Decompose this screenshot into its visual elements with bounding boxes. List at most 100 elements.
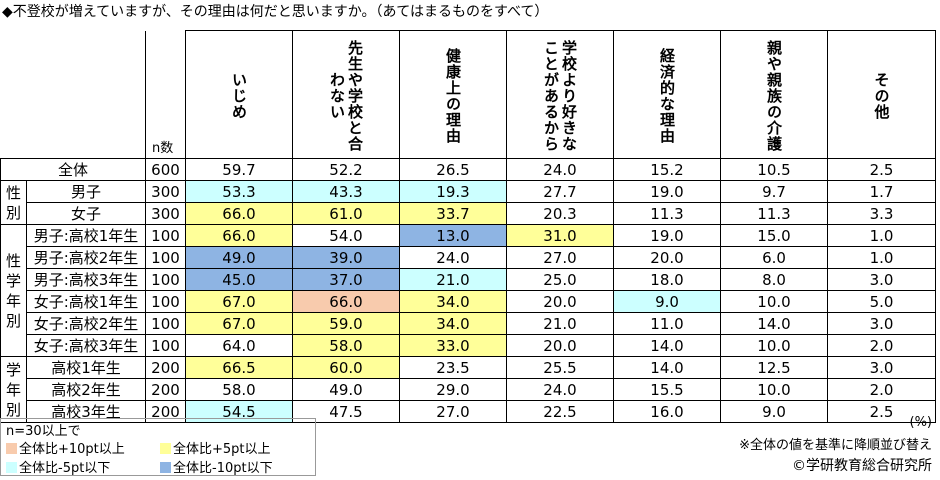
value-cell: 29.0 xyxy=(399,378,507,401)
value-cell: 49.0 xyxy=(185,246,293,269)
legend-title: n=30以上で xyxy=(6,424,81,439)
value-cell: 58.0 xyxy=(185,378,293,401)
n-value: 200 xyxy=(145,378,186,401)
value-cell: 1.0 xyxy=(827,246,936,269)
value-cell: 47.5 xyxy=(292,400,400,423)
results-table: n数 いじめ 先生や学校と合わない 健康上の理由 学校より好きなことがあるから 経済的な… xyxy=(0,30,936,423)
header-row: n数 いじめ 先生や学校と合わない 健康上の理由 学校より好きなことがあるから 経済的な… xyxy=(0,30,936,159)
value-cell: 66.5 xyxy=(185,356,293,379)
column-label: いじめ xyxy=(230,72,248,120)
legend-label-hi5: 全体比+5pt以上 xyxy=(173,442,271,457)
table-row: 性別 男子 300 53.3 43.3 19.3 27.7 19.0 9.7 1.7 xyxy=(0,180,936,225)
value-cell: 3.0 xyxy=(827,268,936,291)
column-header-6: 親や親族の介護 xyxy=(720,30,828,159)
value-cell: 12.5 xyxy=(720,356,828,379)
value-cell: 2.5 xyxy=(827,400,936,423)
value-cell: 60.0 xyxy=(292,356,400,379)
group-label-text: 性学年別 xyxy=(6,251,22,330)
value-cell: 16.0 xyxy=(613,400,721,423)
legend-item-lo5: 全体比-5pt以下 xyxy=(6,457,110,476)
n-header: n数 xyxy=(145,30,186,159)
column-label: 先生や学校と合わない xyxy=(328,40,364,152)
chart-title: ◆不登校が増えていますが、その理由は何だと思いますか。（あてはまるものをすべて） xyxy=(2,4,549,20)
value-cell: 18.0 xyxy=(613,268,721,291)
table-row: 男子:高校2年生 100 49.0 39.0 24.0 27.0 20.0 6.0 1.0 xyxy=(1,246,936,269)
value-cell: 14.0 xyxy=(613,356,721,379)
table-row: 女子:高校1年生 100 67.0 66.0 34.0 20.0 9.0 10.0 5.0 xyxy=(1,290,936,313)
value-cell: 66.0 xyxy=(185,202,293,225)
legend-item-hi10: 全体比+10pt以上 xyxy=(6,438,125,457)
legend-label-lo5: 全体比-5pt以下 xyxy=(19,461,111,476)
table-row: 性学年別 男子:高校1年生 100 66.0 54.0 13.0 31.0 19.0 15.0 1… xyxy=(0,224,936,357)
segment-label: 女子 xyxy=(26,202,146,225)
value-cell: 59.7 xyxy=(185,158,293,181)
value-cell: 11.3 xyxy=(720,202,828,225)
column-header-7: その他 xyxy=(827,30,936,159)
table-row: 学年別 高校1年生 200 66.5 60.0 23.5 25.5 14.0 12.5 3.0 xyxy=(0,356,936,423)
n-value: 100 xyxy=(145,224,186,247)
legend: n=30以上で 全体比+10pt以上 全体比+5pt以上 全体比-5pt以下 全… xyxy=(0,418,316,476)
value-cell: 54.0 xyxy=(292,224,400,247)
segment-label: 女子:高校1年生 xyxy=(26,290,146,313)
column-header-3: 健康上の理由 xyxy=(399,30,507,159)
table-row: 全体 600 59.7 52.2 26.5 24.0 15.2 10.5 2.5 xyxy=(0,158,936,181)
column-header-5: 経済的な理由 xyxy=(613,30,721,159)
segment-label: 高校3年生 xyxy=(26,400,146,423)
table-row: 高校2年生 200 58.0 49.0 29.0 24.0 15.5 10.0 2.0 xyxy=(1,378,936,401)
value-cell: 21.0 xyxy=(399,268,507,291)
n-value: 200 xyxy=(145,356,186,379)
n-value: 100 xyxy=(145,268,186,291)
copyright: ©学研教育総合研究所 xyxy=(792,458,932,474)
value-cell: 20.0 xyxy=(506,334,614,357)
value-cell: 2.5 xyxy=(827,158,936,181)
value-cell: 11.3 xyxy=(613,202,721,225)
value-cell: 66.0 xyxy=(292,290,400,313)
legend-swatch-hi5 xyxy=(160,443,171,454)
value-cell: 58.0 xyxy=(292,334,400,357)
table-row: 高校3年生 200 54.5 47.5 27.0 22.5 16.0 9.0 2.5 xyxy=(1,400,936,423)
value-cell: 27.0 xyxy=(506,246,614,269)
n-value: 100 xyxy=(145,246,186,269)
segment-label: 高校1年生 xyxy=(26,356,146,379)
value-cell: 37.0 xyxy=(292,268,400,291)
legend-swatch-lo10 xyxy=(160,462,171,473)
value-cell: 64.0 xyxy=(185,334,293,357)
value-cell: 22.5 xyxy=(506,400,614,423)
table-row: 女子:高校2年生 100 67.0 59.0 34.0 21.0 11.0 14.0 3.0 xyxy=(1,312,936,335)
n-value: 100 xyxy=(145,334,186,357)
legend-swatch-hi10 xyxy=(6,443,17,454)
value-cell: 52.2 xyxy=(292,158,400,181)
value-cell: 14.0 xyxy=(720,312,828,335)
value-cell: 26.5 xyxy=(399,158,507,181)
value-cell: 20.0 xyxy=(613,246,721,269)
group-label: 性別 xyxy=(0,180,27,225)
legend-label-hi10: 全体比+10pt以上 xyxy=(19,442,125,457)
value-cell: 66.0 xyxy=(185,224,293,247)
legend-swatch-lo5 xyxy=(6,462,17,473)
value-cell: 33.7 xyxy=(399,202,507,225)
n-value: 600 xyxy=(145,158,186,181)
value-cell: 9.0 xyxy=(613,290,721,313)
value-cell: 34.0 xyxy=(399,312,507,335)
value-cell: 61.0 xyxy=(292,202,400,225)
unit-note: (%) xyxy=(909,415,933,430)
column-label: 学校より好きなことがあるから xyxy=(542,40,578,152)
legend-label-lo10: 全体比-10pt以下 xyxy=(173,461,273,476)
value-cell: 6.0 xyxy=(720,246,828,269)
table-body: 全体 600 59.7 52.2 26.5 24.0 15.2 10.5 2.5 性別 男子 300 5… xyxy=(0,158,936,423)
column-header-4: 学校より好きなことがあるから xyxy=(506,30,614,159)
value-cell: 39.0 xyxy=(292,246,400,269)
legend-item-lo10: 全体比-10pt以下 xyxy=(160,457,273,476)
legend-item-hi5: 全体比+5pt以上 xyxy=(160,438,271,457)
value-cell: 10.0 xyxy=(720,290,828,313)
sort-note: ※全体の値を基準に降順並び替え xyxy=(739,438,932,453)
value-cell: 24.0 xyxy=(399,246,507,269)
value-cell: 15.0 xyxy=(720,224,828,247)
header-blank xyxy=(0,30,146,159)
value-cell: 27.0 xyxy=(399,400,507,423)
value-cell: 31.0 xyxy=(506,224,614,247)
value-cell: 54.5 xyxy=(185,400,293,423)
segment-label: 女子:高校2年生 xyxy=(26,312,146,335)
table-row: 男子:高校3年生 100 45.0 37.0 21.0 25.0 18.0 8.0 3.0 xyxy=(1,268,936,291)
column-header-2: 先生や学校と合わない xyxy=(292,30,400,159)
